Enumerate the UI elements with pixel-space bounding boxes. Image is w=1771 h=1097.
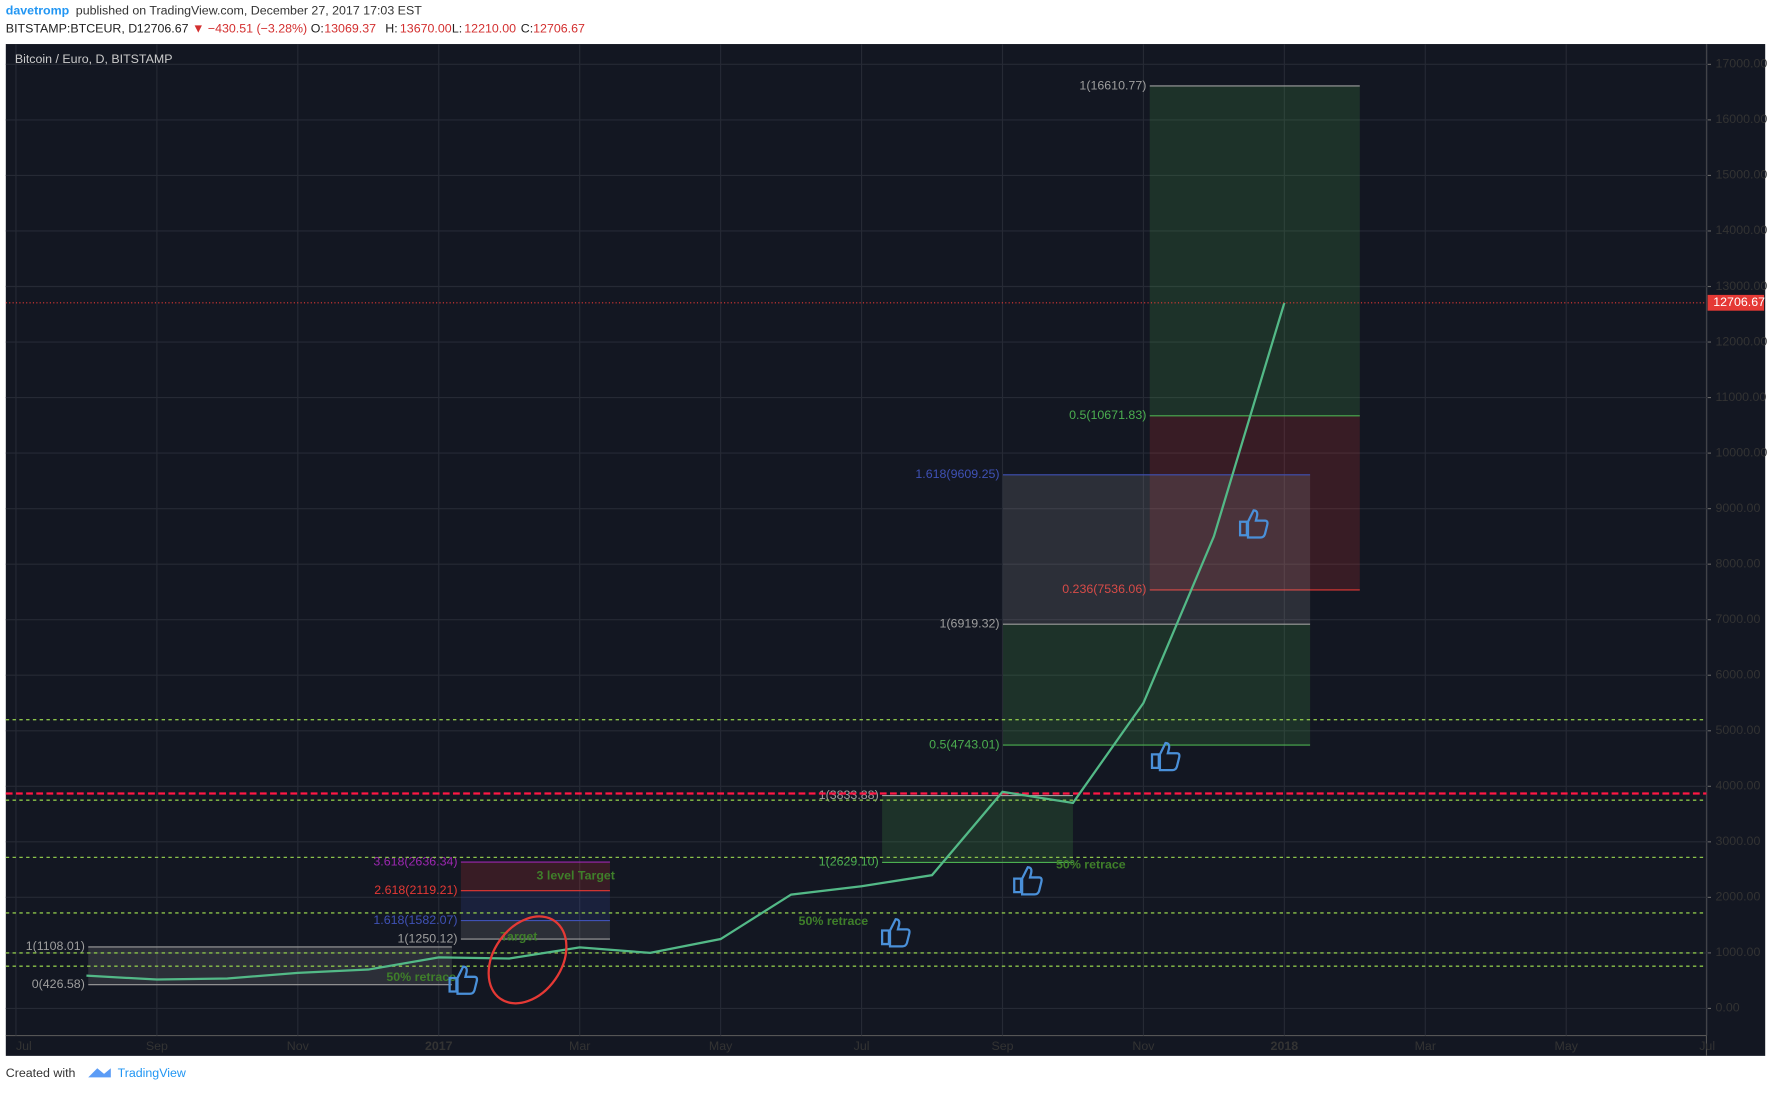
- x-tick-label: Nov: [287, 1039, 310, 1053]
- c-label: C:: [521, 22, 533, 36]
- brand[interactable]: TradingView: [118, 1066, 186, 1080]
- fib-zone: [882, 795, 1073, 863]
- x-tick-label: Jul: [1699, 1039, 1715, 1053]
- fib-label: 1(6919.32): [940, 616, 1000, 630]
- fib-zone: [1002, 624, 1311, 746]
- fib-label: 1(3833.88): [819, 788, 879, 802]
- author[interactable]: davetromp: [6, 4, 70, 18]
- published: published on TradingView.com, December 2…: [76, 4, 422, 18]
- y-tick-label: 12000.00: [1716, 334, 1768, 348]
- chart-bg: [5, 44, 1766, 1056]
- logo: [88, 1068, 111, 1078]
- y-tick-label: 8000.00: [1716, 556, 1761, 570]
- o-label: O:: [311, 22, 324, 36]
- y-tick-label: 0.00: [1716, 1001, 1740, 1015]
- y-tick-label: 17000.00: [1716, 57, 1768, 71]
- h-label: H:: [385, 22, 397, 36]
- annotation: 50% retrace: [1056, 857, 1126, 871]
- fib-label: 1.618(9609.25): [915, 467, 999, 481]
- annotation: 3 level Target: [537, 869, 615, 883]
- y-tick-label: 7000.00: [1716, 612, 1761, 626]
- thumbs-up: [1150, 741, 1181, 772]
- created-with: Created with: [6, 1066, 76, 1080]
- fib-zone: [460, 862, 610, 891]
- y-tick-label: 14000.00: [1716, 223, 1768, 237]
- annotation: 50% retrace: [386, 970, 456, 984]
- chart-title: Bitcoin / Euro, D, BITSTAMP: [15, 52, 173, 66]
- y-tick-label: 2000.00: [1716, 890, 1761, 904]
- fib-label: 0(426.58): [32, 977, 85, 991]
- y-tick-label: 3000.00: [1716, 834, 1761, 848]
- y-tick-label: 6000.00: [1716, 668, 1761, 682]
- fib-label: 1(2629.10): [819, 855, 879, 869]
- x-tick-label: Sep: [991, 1039, 1013, 1053]
- fib-label: 0.5(10671.83): [1069, 408, 1146, 422]
- x-tick-label: 2018: [1271, 1039, 1299, 1053]
- fib-label: 0.5(4743.01): [929, 737, 999, 751]
- x-tick-label: 2017: [425, 1039, 453, 1053]
- x-tick-label: Mar: [569, 1039, 590, 1053]
- fib-zone: [460, 920, 610, 940]
- x-tick-label: Sep: [146, 1039, 168, 1053]
- high: 13670.00: [400, 22, 452, 36]
- last: 12706.67: [137, 22, 189, 36]
- fib-zone: [1149, 415, 1360, 590]
- thumbs-up: [880, 918, 911, 948]
- fib-zone: [1149, 85, 1360, 416]
- open: 13069.37: [324, 22, 376, 36]
- annotation: 50% retrace: [799, 914, 869, 928]
- fib-label: 1(1250.12): [397, 931, 457, 945]
- y-tick-label: 16000.00: [1716, 112, 1768, 126]
- price-line: [86, 302, 1286, 981]
- red-circle: [487, 915, 568, 1005]
- x-tick-label: May: [1555, 1039, 1579, 1053]
- low: 12210.00: [464, 22, 516, 36]
- close: 12706.67: [533, 22, 585, 36]
- y-tick-label: 9000.00: [1716, 501, 1761, 515]
- y-tick-label: 15000.00: [1716, 168, 1768, 182]
- fib-label: 3.618(2636.34): [373, 854, 457, 868]
- x-tick-label: May: [709, 1039, 733, 1053]
- x-tick-label: Mar: [1415, 1039, 1436, 1053]
- l-label: L:: [452, 22, 462, 36]
- x-tick-label: Jul: [16, 1039, 32, 1053]
- x-tick-label: Jul: [854, 1039, 870, 1053]
- last-price-box: [1707, 294, 1765, 311]
- fib-label: 1.618(1582.07): [373, 913, 457, 927]
- thumbs-up: [1013, 866, 1043, 896]
- last-price-label: 12706.67: [1713, 295, 1765, 309]
- fib-zone: [1002, 474, 1311, 625]
- fib-label: 1(1108.01): [26, 939, 85, 953]
- x-tick-label: Nov: [1132, 1039, 1155, 1053]
- y-tick-label: 11000.00: [1716, 390, 1767, 404]
- thumbs-up: [448, 965, 479, 995]
- symbol: BITSTAMP:BTCEUR, D: [6, 22, 137, 36]
- y-tick-label: 13000.00: [1716, 279, 1768, 293]
- y-tick-label: 4000.00: [1716, 779, 1761, 793]
- fib-label: 2.618(2119.21): [374, 883, 457, 897]
- y-tick-label: 1000.00: [1716, 945, 1761, 959]
- y-tick-label: 10000.00: [1716, 445, 1768, 459]
- fib-label: 1(16610.77): [1079, 78, 1146, 92]
- annotation: Target: [500, 930, 537, 944]
- change: ▼ −430.51 (−3.28%): [192, 22, 307, 36]
- thumbs-up: [1238, 509, 1269, 539]
- fib-label: 0.236(7536.06): [1062, 582, 1146, 596]
- y-tick-label: 5000.00: [1716, 723, 1761, 737]
